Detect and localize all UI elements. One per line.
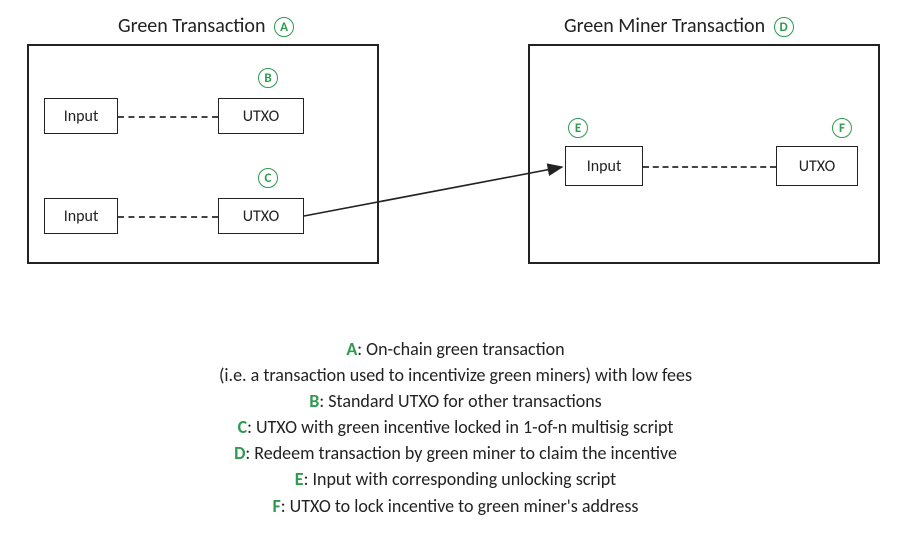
legend-text-a: : On-chain green transaction xyxy=(357,338,564,360)
legend-line-f: F: UTXO to lock incentive to green miner… xyxy=(0,493,911,519)
legend-line-d: D: Redeem transaction by green miner to … xyxy=(0,440,911,466)
legend-text-c: : UTXO with green incentive locked in 1-… xyxy=(247,416,673,438)
legend-text-b: : Standard UTXO for other transactions xyxy=(319,390,601,412)
legend-label-a: A xyxy=(346,338,357,360)
arrow-c-to-e-icon xyxy=(0,0,911,310)
legend-text-d: : Redeem transaction by green miner to c… xyxy=(245,442,677,464)
legend-label-e: E xyxy=(295,468,304,490)
legend-label-f: F xyxy=(273,495,281,517)
legend-text-f: : UTXO to lock incentive to green miner'… xyxy=(281,495,639,517)
legend-line-e: E: Input with corresponding unlocking sc… xyxy=(0,466,911,492)
legend-line-b: B: Standard UTXO for other transactions xyxy=(0,388,911,414)
legend-line-a2: (i.e. a transaction used to incentivize … xyxy=(0,362,911,388)
legend-line-a: A: On-chain green transaction xyxy=(0,336,911,362)
legend: A: On-chain green transaction (i.e. a tr… xyxy=(0,336,911,519)
legend-line-c: C: UTXO with green incentive locked in 1… xyxy=(0,414,911,440)
legend-label-b: B xyxy=(309,390,319,412)
legend-label-c: C xyxy=(238,416,248,438)
diagram-area: Green Transaction A Input Input UTXO UTX… xyxy=(0,0,911,310)
legend-label-d: D xyxy=(234,442,245,464)
legend-text-e: : Input with corresponding unlocking scr… xyxy=(304,468,617,490)
